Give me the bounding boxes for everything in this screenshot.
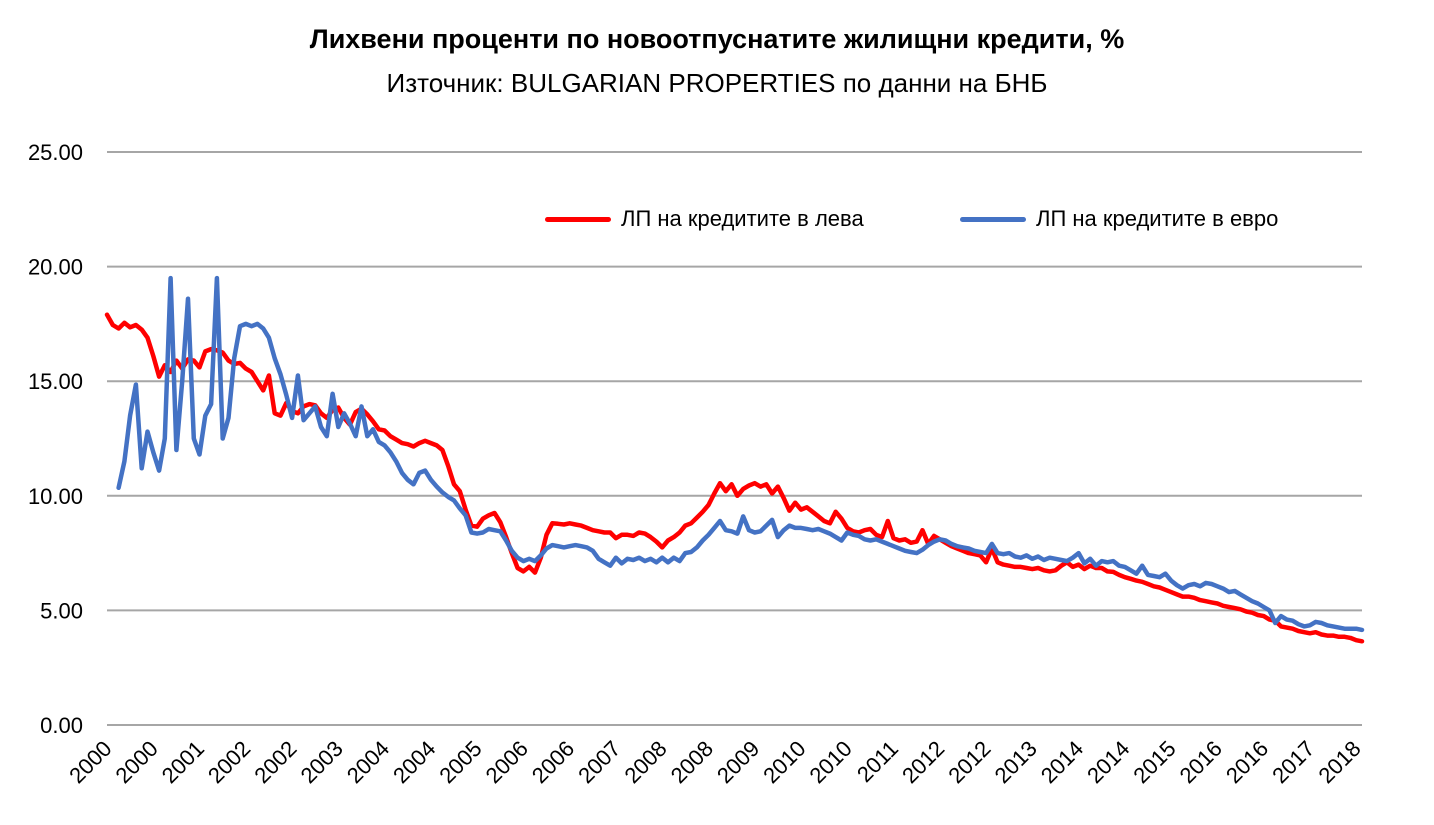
- x-axis-tick-label: 2008: [619, 736, 671, 788]
- x-axis-tick-label: 2016: [1221, 736, 1273, 788]
- x-axis-tick-label: 2006: [527, 736, 579, 788]
- x-axis-tick-label: 2017: [1267, 736, 1319, 788]
- x-axis-tick-label: 2012: [897, 736, 949, 788]
- x-axis-tick-label: 2002: [203, 736, 255, 788]
- x-axis-tick-label: 2007: [573, 736, 625, 788]
- x-axis-tick-label: 2010: [758, 736, 810, 788]
- x-axis-tick-label: 2005: [434, 736, 486, 788]
- x-axis-tick-label: 2006: [481, 736, 533, 788]
- x-axis-tick-label: 2000: [64, 736, 116, 788]
- x-axis-tick-label: 2013: [990, 736, 1042, 788]
- legend-swatch-blue-line: [960, 216, 1026, 222]
- y-axis-tick-label: 25.00: [28, 140, 83, 165]
- series-line-euro: [116, 275, 1365, 633]
- y-axis-tick-label: 20.00: [28, 255, 83, 280]
- x-axis-tick-label: 2014: [1036, 736, 1088, 788]
- chart-title: Лихвени проценти по новоотпуснатите жили…: [309, 24, 1125, 54]
- x-axis-tick-label: 2003: [296, 736, 348, 788]
- x-axis-tick-label: 2009: [712, 736, 764, 788]
- x-axis-tick-label: 2018: [1313, 736, 1365, 788]
- series-line-leva: [104, 312, 1365, 644]
- x-axis-tick-label: 2014: [1082, 736, 1134, 788]
- legend-label-euro: ЛП на кредитите в евро: [1036, 206, 1279, 231]
- x-axis-tick-label: 2015: [1128, 736, 1180, 788]
- legend-label-leva: ЛП на кредитите в лева: [621, 206, 864, 231]
- legend-swatch-red-line: [545, 216, 611, 222]
- y-axis-tick-label: 5.00: [40, 598, 83, 623]
- x-axis-tick-label: 2011: [852, 736, 903, 787]
- x-axis-tick-label: 2016: [1175, 736, 1227, 788]
- x-axis-tick-label: 2010: [805, 736, 857, 788]
- y-axis-tick-label: 0.00: [40, 713, 83, 738]
- x-axis-tick-label: 2004: [342, 736, 394, 788]
- x-axis-tick-label: 2004: [388, 736, 440, 788]
- x-axis-tick-label: 2001: [157, 736, 209, 788]
- legend-item-leva: ЛП на кредитите в лева: [545, 205, 864, 233]
- x-axis-tick-label: 2008: [666, 736, 718, 788]
- chart-subtitle: Източник: BULGARIAN PROPERTIES по данни …: [386, 68, 1048, 98]
- y-axis-tick-label: 15.00: [28, 369, 83, 394]
- legend-item-euro: ЛП на кредитите в евро: [960, 205, 1278, 233]
- x-axis-tick-label: 2012: [943, 736, 995, 788]
- x-axis-tick-label: 2002: [249, 736, 301, 788]
- x-axis-tick-label: 2000: [111, 736, 163, 788]
- y-axis-tick-label: 10.00: [28, 484, 83, 509]
